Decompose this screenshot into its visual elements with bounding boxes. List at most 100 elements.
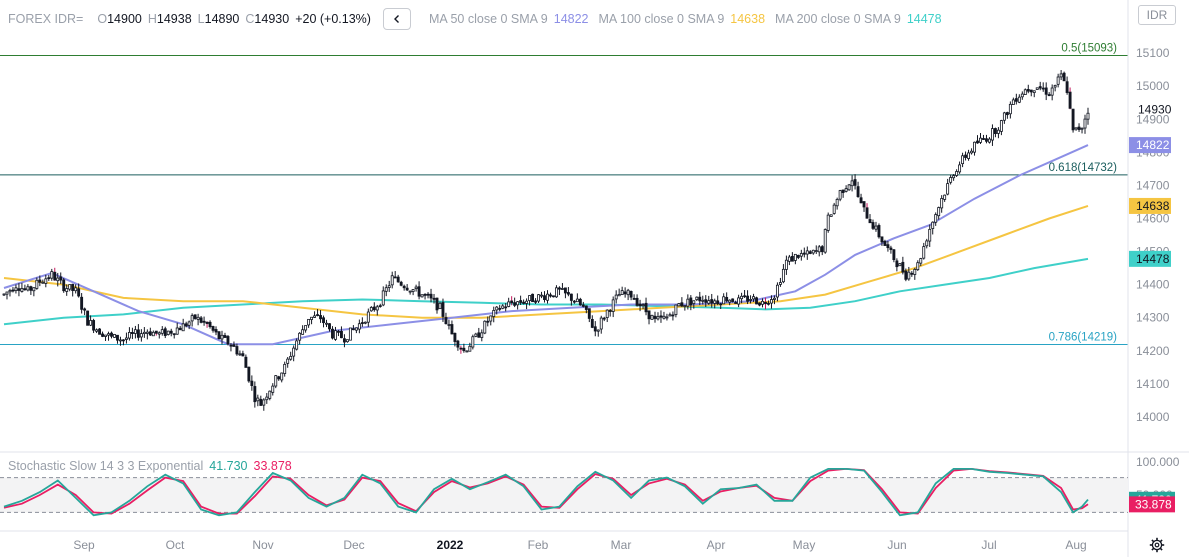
currency-selector[interactable]: IDR [1138,5,1176,25]
candle [202,316,206,326]
ma50-legend[interactable]: MA 50 close 0 SMA 9 14822 [429,12,589,26]
ma200-line [3,257,1089,326]
ma200-label: MA 200 close 0 SMA 9 [775,12,901,26]
candle [808,250,812,255]
candle [1047,92,1051,97]
candle [178,325,182,331]
candle-body [602,317,606,320]
candle-body [755,297,758,305]
candle-body [80,296,84,310]
candle [190,313,194,327]
candle-body [354,327,358,331]
ma100-line [3,204,1089,319]
candle [289,351,293,361]
candle-body [787,256,791,262]
candle-body [316,314,319,317]
candle-body [555,287,558,298]
candle-body [990,128,994,141]
candle-body [408,290,412,293]
candle [366,308,370,327]
candle [916,260,920,271]
candle [492,306,496,323]
candle-body [98,328,102,335]
candle-body [677,303,681,307]
candle-body [211,326,215,331]
price-axis[interactable]: 1510015000149001480014700146001450014400… [1127,0,1172,557]
candle [659,310,663,323]
candle [1005,111,1009,119]
candle-body [641,304,645,307]
candle-body [644,302,648,313]
candle [940,195,944,213]
candle [555,285,558,298]
candle [387,280,391,293]
candle [796,254,800,260]
time-axis[interactable]: Sep Oct Nov Dec 2022 Feb Mar Apr May Jun Jul Aug [0,530,1128,552]
candle-body [552,295,555,298]
candle-body [519,300,523,303]
candle [1017,94,1021,104]
candle [160,326,164,336]
collapse-legend-button[interactable] [382,8,411,30]
candle [47,275,51,281]
candle [1038,81,1042,91]
candle-body [259,398,263,406]
candle [423,293,427,300]
open-value: 14900 [107,12,142,26]
candle [982,134,985,141]
candle-body [468,345,472,352]
candle [1035,87,1039,90]
candle-body [178,327,182,331]
candle-body [29,286,33,291]
y-tick-label-14900: 14900 [1136,112,1170,126]
candle-body [746,295,750,302]
candle [468,342,472,352]
candle-body [1053,85,1057,88]
candle-body [20,288,24,292]
candle [680,297,684,307]
ma100-legend[interactable]: MA 100 close 0 SMA 9 14638 [599,12,766,26]
settings-gear-icon[interactable] [1149,537,1165,553]
candle [829,214,833,217]
candle-body [301,329,305,335]
ma200-value: 14478 [906,12,942,26]
close-label: C [245,12,255,26]
candle-body [148,331,152,336]
candle-body [223,335,227,338]
candle-body [414,286,418,290]
candle-body [32,287,36,292]
y-tick-label-14000: 14000 [1136,410,1170,424]
candle-body [973,141,976,153]
candle-body [363,321,367,324]
candle-body [429,293,433,299]
candle [328,323,331,332]
x-tick-label-Oct: Oct [166,538,185,552]
symbol-name[interactable]: FOREX IDR= [8,12,84,26]
candle-body [396,276,400,283]
candle [384,284,388,297]
candle [53,267,57,281]
candle-body [289,355,293,360]
candle [86,310,90,326]
candle-body [157,332,161,335]
candle-body [351,328,355,331]
candle [590,315,594,329]
candle-body [996,129,1000,134]
candle-body [1029,89,1033,93]
candle-body [1038,86,1042,89]
candle [856,181,860,198]
stochastic-title[interactable]: Stochastic Slow 14 3 3 Exponential [8,459,204,473]
candle [256,394,260,407]
candle [549,292,552,298]
candle-body [889,247,893,250]
candle [525,298,529,310]
candle [378,303,382,308]
candle [163,326,167,339]
candle-body [838,190,842,200]
ma200-last-label: 14478 [1136,252,1170,266]
candle-body [334,330,337,340]
candle [707,295,711,305]
candle-body [498,307,502,310]
ma200-legend[interactable]: MA 200 close 0 SMA 9 14478 [775,12,942,26]
